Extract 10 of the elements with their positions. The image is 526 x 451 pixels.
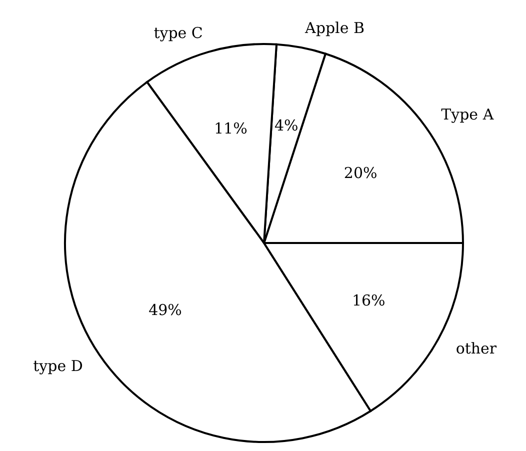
data-label: 4% <box>274 116 298 135</box>
slice-label: type C <box>154 24 203 42</box>
data-label: 20% <box>344 164 378 182</box>
data-label: 16% <box>352 292 386 310</box>
data-label: 49% <box>148 301 182 320</box>
slice-label: other <box>456 339 498 358</box>
slice-label: type D <box>33 357 83 376</box>
data-label: 11% <box>214 119 248 138</box>
slice-label: Type A <box>441 105 494 124</box>
slice-label: Apple B <box>304 18 365 37</box>
